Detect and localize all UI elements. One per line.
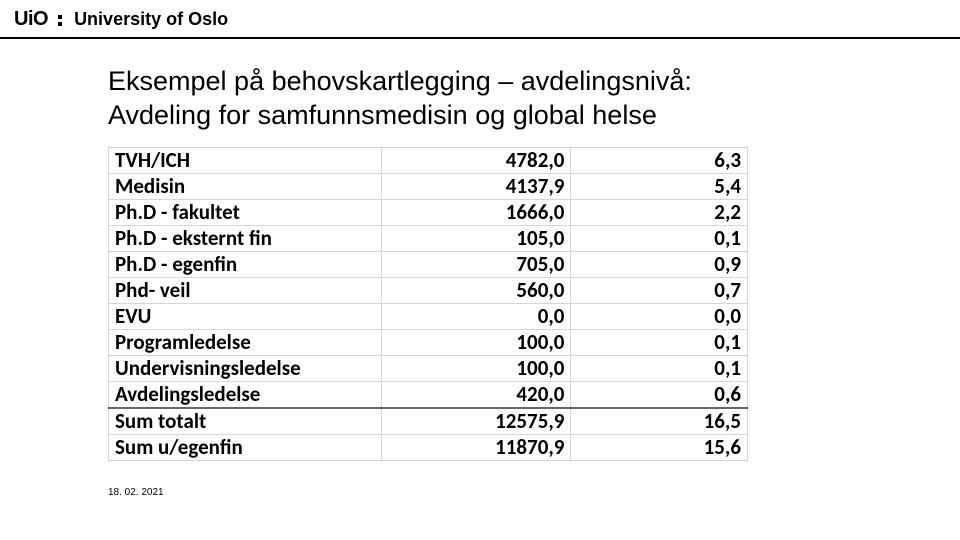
row-value-1: 0,0 — [382, 303, 571, 329]
row-label: Sum totalt — [109, 408, 382, 435]
row-label: Ph.D - fakultet — [109, 199, 382, 225]
uio-logo-abbr: UiO — [14, 8, 48, 31]
row-label: Phd- veil — [109, 277, 382, 303]
row-label: Avdelingsledelse — [109, 381, 382, 408]
row-value-2: 0,6 — [571, 381, 748, 408]
table-row: Ph.D - fakultet1666,02,2 — [109, 199, 748, 225]
table-row: Undervisningsledelse100,00,1 — [109, 355, 748, 381]
row-value-1: 105,0 — [382, 225, 571, 251]
table-row: Sum u/egenfin11870,915,6 — [109, 434, 748, 460]
row-value-2: 5,4 — [571, 173, 748, 199]
row-label: Sum u/egenfin — [109, 434, 382, 460]
title-line-2: Avdeling for samfunnsmedisin og global h… — [108, 100, 657, 130]
row-value-2: 16,5 — [571, 408, 748, 435]
table-row: Ph.D - egenfin705,00,9 — [109, 251, 748, 277]
row-value-1: 11870,9 — [382, 434, 571, 460]
row-value-2: 6,3 — [571, 147, 748, 173]
row-value-1: 4782,0 — [382, 147, 571, 173]
needs-table: TVH/ICH4782,06,3Medisin4137,95,4Ph.D - f… — [108, 147, 748, 461]
table-row: EVU0,00,0 — [109, 303, 748, 329]
uio-logo: UiO — [14, 8, 48, 31]
row-value-1: 12575,9 — [382, 408, 571, 435]
title-line-1: Eksempel på behovskartlegging – avdeling… — [108, 66, 692, 96]
row-value-1: 560,0 — [382, 277, 571, 303]
header-rule — [0, 37, 960, 39]
table-row: Avdelingsledelse420,00,6 — [109, 381, 748, 408]
row-value-2: 15,6 — [571, 434, 748, 460]
row-value-1: 420,0 — [382, 381, 571, 408]
row-value-2: 0,1 — [571, 225, 748, 251]
footer-date: 18. 02. 2021 — [108, 461, 878, 498]
table-row: TVH/ICH4782,06,3 — [109, 147, 748, 173]
row-value-1: 100,0 — [382, 355, 571, 381]
slide-content: Eksempel på behovskartlegging – avdeling… — [0, 65, 878, 498]
row-value-2: 0,7 — [571, 277, 748, 303]
row-value-2: 0,1 — [571, 329, 748, 355]
uio-colon-icon — [58, 15, 62, 26]
slide-title: Eksempel på behovskartlegging – avdeling… — [108, 65, 878, 133]
table-row: Phd- veil560,00,7 — [109, 277, 748, 303]
table-row: Ph.D - eksternt fin105,00,1 — [109, 225, 748, 251]
row-value-2: 0,9 — [571, 251, 748, 277]
row-label: Medisin — [109, 173, 382, 199]
table-row: Medisin4137,95,4 — [109, 173, 748, 199]
row-value-1: 100,0 — [382, 329, 571, 355]
row-value-2: 0,1 — [571, 355, 748, 381]
row-label: EVU — [109, 303, 382, 329]
row-value-2: 2,2 — [571, 199, 748, 225]
row-label: Ph.D - egenfin — [109, 251, 382, 277]
row-value-1: 705,0 — [382, 251, 571, 277]
table-sum-row: Sum totalt12575,916,5 — [109, 408, 748, 435]
row-value-2: 0,0 — [571, 303, 748, 329]
header: UiO University of Oslo — [0, 0, 960, 37]
row-label: Undervisningsledelse — [109, 355, 382, 381]
row-value-1: 1666,0 — [382, 199, 571, 225]
org-name: University of Oslo — [74, 9, 228, 30]
row-value-1: 4137,9 — [382, 173, 571, 199]
table-row: Programledelse100,00,1 — [109, 329, 748, 355]
row-label: TVH/ICH — [109, 147, 382, 173]
row-label: Ph.D - eksternt fin — [109, 225, 382, 251]
row-label: Programledelse — [109, 329, 382, 355]
